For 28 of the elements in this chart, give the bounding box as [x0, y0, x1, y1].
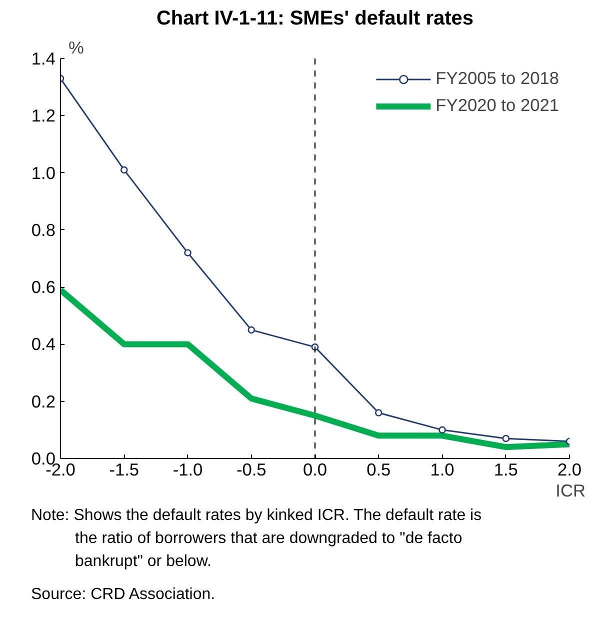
- x-tick-label: -1.5: [109, 460, 140, 480]
- point: [438, 426, 446, 434]
- y-tick-label: 1.0: [31, 162, 56, 183]
- point: [248, 326, 256, 334]
- y-tick-label: 1.4: [31, 48, 56, 68]
- y-tick-label: 0.4: [31, 334, 56, 354]
- y-tick-label: 0.6: [31, 277, 56, 298]
- x-tick-label: -0.5: [236, 460, 266, 480]
- x-tick-label: 1.5: [494, 460, 518, 480]
- y-axis-title: %: [68, 38, 84, 58]
- point: [502, 434, 510, 442]
- point: [120, 166, 128, 174]
- y-tick-label: 1.2: [31, 106, 56, 126]
- x-tick-label: 1.0: [430, 460, 454, 480]
- x-tick-label: 0.5: [366, 460, 391, 480]
- text: Note: Shows the default rates by kinked ICR. The default rate is the ratio of borrowers that are downgraded to "de facto bankrupt" or below.: [30, 506, 483, 572]
- x-tick-label: -1.0: [172, 460, 203, 480]
- source-note: Source: CRD Association.: [30, 584, 216, 605]
- legend-label: FY2020 to 2021: [436, 95, 559, 116]
- y-tick-label: 0.8: [31, 220, 56, 240]
- point: [374, 409, 382, 416]
- legend-label: FY2005 to 2018: [436, 68, 559, 89]
- chart-title: Chart IV-1-11: SMEs' default rates: [156, 8, 474, 30]
- point: [184, 249, 192, 256]
- x-axis-title: ICR: [556, 480, 586, 500]
- x-tick-label: 0.0: [302, 460, 328, 480]
- y-tick-label: 0.2: [31, 391, 56, 412]
- x-tick-label: 2.0: [557, 460, 582, 480]
